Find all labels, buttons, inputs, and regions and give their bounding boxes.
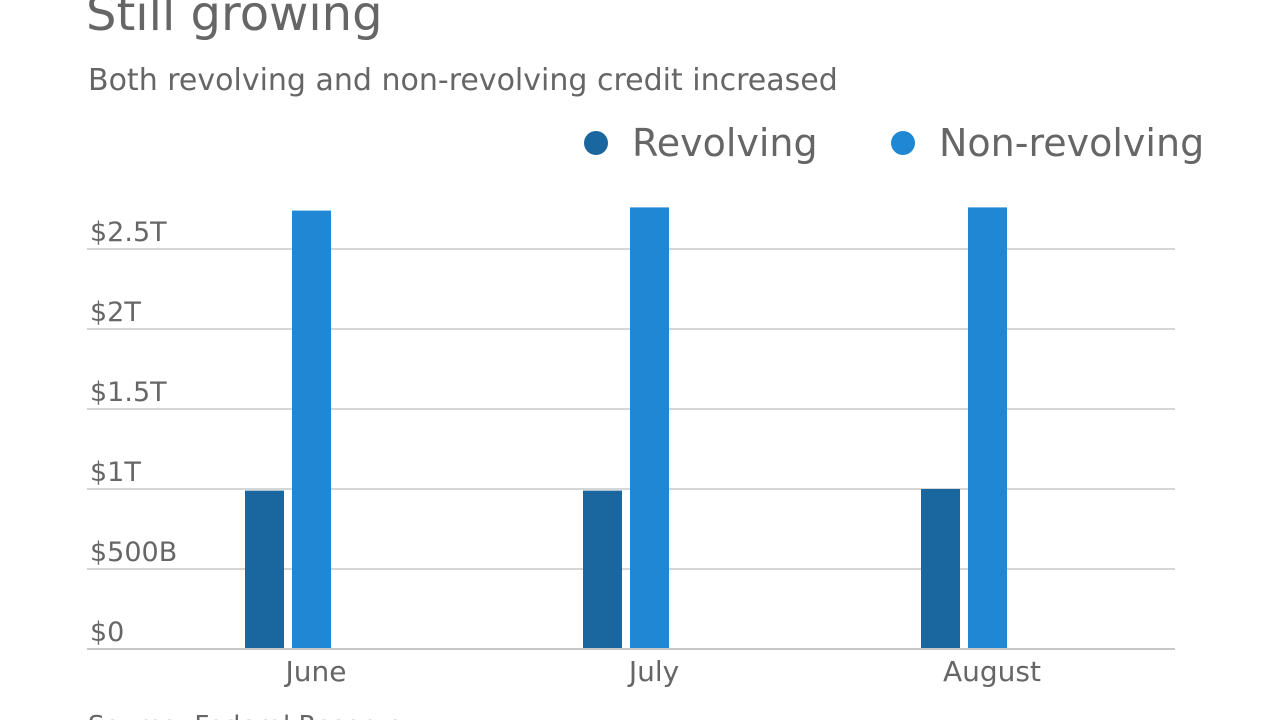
x-tick-label: July [627,655,679,688]
legend-label: Revolving [632,121,818,165]
chart-title: Still growing [86,0,383,42]
legend-marker [891,131,915,155]
source: Source: Federal Reserve [88,711,403,720]
y-tick-label: $0 [90,617,124,648]
x-tick-label: August [943,655,1041,688]
y-tick-label: $2.5T [90,217,167,248]
chart-subtitle: Both revolving and non-revolving credit … [88,63,838,98]
bar [583,490,622,649]
y-tick-label: $500B [90,537,177,568]
bar [630,207,669,649]
bar [292,210,331,649]
legend-marker [584,131,608,155]
bar [968,207,1007,649]
y-tick-label: $1T [90,457,141,488]
y-tick-label: $1.5T [90,377,167,408]
x-tick-label: June [284,655,347,688]
bar [245,490,284,649]
bar [921,489,960,649]
y-tick-label: $2T [90,297,141,328]
legend-label: Non-revolving [939,121,1204,165]
